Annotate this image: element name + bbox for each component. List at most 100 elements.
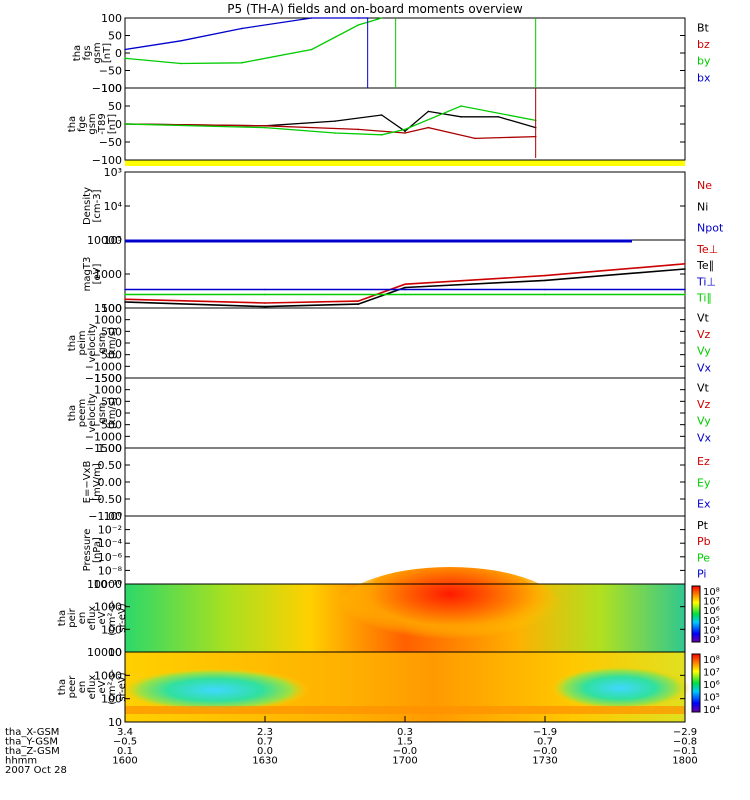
panel-pressure-tick-label: 10⁻⁸ — [98, 564, 123, 577]
panel-peim-tick-label: 1500 — [94, 302, 122, 315]
legend-temp-Te⊥: Te⊥ — [696, 243, 718, 256]
footer-value: 1800 — [672, 756, 697, 767]
panel-density-tick-label: 10⁴ — [104, 200, 123, 213]
panel-peim-ylabel: gsm — [97, 332, 108, 353]
panel-fge-ylabel: fge — [77, 116, 88, 132]
point-temp-Te∥ — [357, 303, 360, 305]
legend-fgs-Bt: Bt — [697, 21, 710, 34]
panel-temp-tick-label: 1000 — [94, 268, 122, 281]
panel-peim-ylabel: [km/s] — [107, 327, 118, 359]
panel-peir-ylabel: eflux — [87, 606, 98, 631]
point-fge-bz — [404, 132, 406, 134]
legend-fgs-by: by — [697, 55, 711, 68]
footer-value: 1700 — [392, 756, 417, 767]
panel-temp-tick-label: 100 — [101, 302, 122, 315]
point-temp-Te∥ — [264, 305, 266, 308]
colorbar-peer-label: 10⁷ — [703, 668, 720, 679]
panel-peim-ylabel: tha — [67, 335, 78, 351]
chart-title: P5 (TH-A) fields and on-board moments ov… — [227, 2, 523, 16]
colorbar-peer — [691, 653, 701, 713]
panel-fge-tick-label: 100 — [101, 82, 122, 95]
point-fge-by — [404, 128, 406, 131]
panel-peim-tick-label: 500 — [101, 325, 122, 338]
legend-fgs-bz: bz — [697, 38, 710, 51]
point-fge-by — [334, 132, 336, 134]
point-fgs-bx — [357, 17, 360, 19]
panel-fgs-tick-label: −100 — [92, 82, 122, 95]
panel-peim-tick-label: 1000 — [94, 314, 122, 327]
point-fgs-by — [310, 48, 313, 51]
point-temp-Ti⊥ — [404, 288, 406, 291]
colorbar-peir-label: 10⁵ — [703, 616, 720, 627]
footer-value: 0.3 — [397, 727, 413, 738]
legend-density-Ni: Ni — [697, 200, 708, 213]
quality-strip — [125, 160, 685, 166]
footer-value: −2.9 — [673, 727, 697, 738]
panel-peim-tick-label: −1000 — [85, 360, 122, 373]
panel-peer-tick-label: 10000 — [87, 646, 122, 659]
point-fgs-by — [380, 17, 383, 19]
panel-fgs-tick-label: −50 — [99, 65, 122, 78]
footer-value: 2.3 — [257, 727, 273, 738]
point-temp-Te⊥ — [264, 302, 266, 304]
point-fgs-bx — [240, 27, 243, 30]
panel-peer-ylabel: eflux — [87, 675, 98, 700]
panel-fgs-frame — [124, 17, 686, 89]
panel-peer-tick-label: 100 — [101, 693, 122, 706]
point-temp-Te⊥ — [357, 300, 360, 302]
panel-peer-tick-label: 10 — [108, 716, 122, 729]
panel-peim-frame — [124, 307, 686, 379]
point-fgs-bx — [180, 39, 182, 42]
footer-value: 0.0 — [257, 746, 273, 757]
footer-value: −0.8 — [673, 737, 697, 748]
panel-peem-frame — [124, 377, 686, 449]
panel-fge-ylabel: [nT] — [107, 114, 118, 134]
series-fge-by — [124, 105, 536, 136]
point-fge-Bt — [380, 114, 383, 116]
panel-peer-ylabel: en — [77, 681, 88, 694]
legend-fgs-bx: bx — [697, 71, 711, 84]
point-fge-by — [264, 126, 266, 129]
legend-peem-Vx: Vx — [697, 431, 712, 444]
footer-value: 1630 — [252, 756, 277, 767]
legend-temp-Ti∥: Ti∥ — [696, 292, 712, 305]
panel-peem-ylabel: peem — [77, 399, 88, 427]
panel-fge-tick-label: 0 — [115, 118, 122, 131]
panel-temp-ylabel: magT3 — [82, 257, 93, 292]
point-fge-bz — [427, 126, 430, 129]
colorbar-peer-label: 10⁴ — [703, 705, 720, 716]
panel-density-tick-label: 10⁵ — [104, 234, 122, 247]
colorbar-peer-label: 10⁵ — [703, 693, 720, 704]
series-temp-Te⊥ — [124, 263, 686, 304]
point-temp-Te⊥ — [404, 283, 406, 286]
point-fgs-by — [180, 62, 182, 65]
point-temp-Te∥ — [124, 301, 126, 303]
point-fgs-by — [240, 62, 243, 64]
panel-peir-tick-label: 100 — [101, 623, 122, 636]
panel-density-tick-label: 10³ — [104, 166, 122, 179]
panel-peem-tick-label: 500 — [101, 395, 122, 408]
point-temp-Te⊥ — [684, 262, 686, 265]
point-fgs-by — [124, 57, 126, 60]
panel-peer-tick-label: 1000 — [94, 669, 122, 682]
footer-value: −0.5 — [113, 737, 137, 748]
footer-label-1: tha_Y-GSM — [5, 737, 58, 748]
point-fgs-by — [357, 24, 360, 26]
point-fge-Bt — [404, 130, 406, 132]
panel-peem-ylabel: [km/s] — [107, 397, 118, 429]
series-fgs-by — [124, 17, 382, 65]
point-fge-by — [380, 134, 383, 136]
panel-pressure-tick-label: 10⁻⁴ — [98, 537, 123, 550]
legend-peem-Vt: Vt — [697, 381, 710, 394]
footer-value: 0.1 — [117, 746, 133, 757]
point-temp-Ti⊥ — [124, 288, 126, 291]
panel-efield-tick-label: 0.00 — [98, 476, 123, 489]
legend-peem-Vz: Vz — [697, 398, 711, 411]
panel-peir-ylabel: tha — [57, 610, 68, 626]
panel-fgs-tick-label: 0 — [115, 47, 122, 60]
panel-fgs-tick-label: 100 — [101, 12, 122, 25]
panel-fgs-ylabel: [nT] — [102, 43, 113, 63]
panel-peim-tick-label: −1500 — [85, 372, 122, 385]
